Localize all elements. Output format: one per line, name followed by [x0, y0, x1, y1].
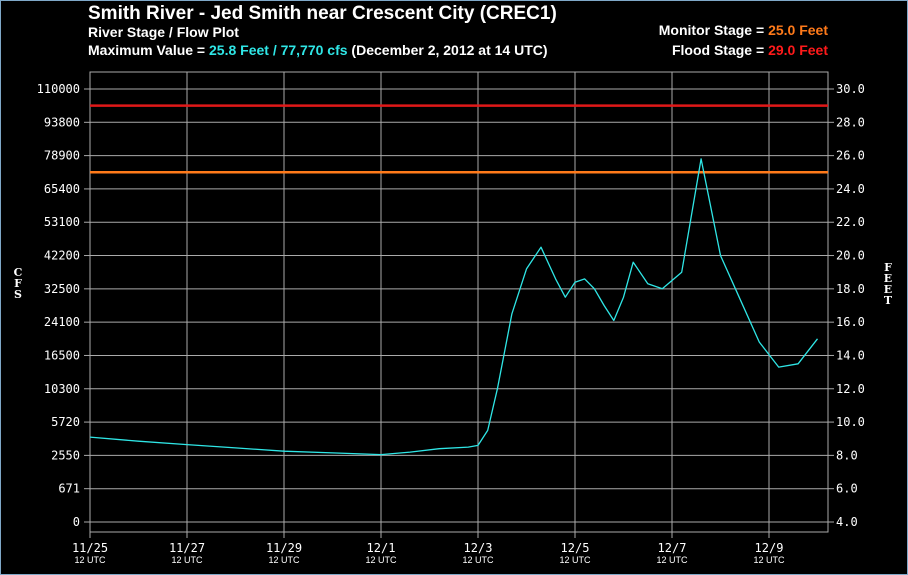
series-layer: [89, 158, 819, 456]
x-tick-label: 12/7: [658, 541, 687, 555]
axis-layer: 0 671 2550 5720 10300 16500 24100 32500 42200 531…: [14, 82, 893, 565]
x-tick-sublabel: 12 UTC: [268, 555, 300, 565]
left-tick-label: 0: [73, 515, 80, 529]
left-tick-label: 671: [58, 482, 80, 496]
left-axis-title-letter: C: [14, 266, 23, 279]
monitor-label: Monitor Stage =: [658, 22, 769, 38]
right-tick-label: 18.0: [836, 282, 865, 296]
flood-value: 29.0 Feet: [768, 42, 828, 58]
left-tick-label: 65400: [44, 182, 80, 196]
left-tick-label: 24100: [44, 315, 80, 329]
monitor-value: 25.0 Feet: [768, 22, 828, 38]
right-tick-label: 30.0: [836, 82, 865, 96]
x-tick-sublabel: 12 UTC: [462, 555, 494, 565]
max-date: (December 2, 2012 at 14 UTC): [347, 42, 548, 58]
right-tick-label: 24.0: [836, 182, 865, 196]
right-tick-label: 12.0: [836, 382, 865, 396]
right-axis-title-letter: F: [884, 261, 892, 274]
plot-subtitle: River Stage / Flow Plot: [88, 24, 239, 40]
x-tick-sublabel: 12 UTC: [171, 555, 203, 565]
left-tick-label: 10300: [44, 382, 80, 396]
left-tick-label: 32500: [44, 282, 80, 296]
plot-border: [89, 71, 829, 533]
left-tick-label: 2550: [51, 448, 80, 462]
right-tick-label: 14.0: [836, 348, 865, 362]
left-tick-label: 16500: [44, 348, 80, 362]
left-tick-label: 78900: [44, 149, 80, 163]
maximum-value-line: Maximum Value = 25.8 Feet / 77,770 cfs (…: [88, 42, 548, 58]
right-tick-label: 6.0: [836, 482, 858, 496]
grid-layer: [89, 71, 829, 533]
reference-lines-layer: [90, 104, 828, 174]
left-tick-label: 5720: [51, 415, 80, 429]
right-tick-label: 16.0: [836, 315, 865, 329]
right-tick-label: 22.0: [836, 215, 865, 229]
x-tick-sublabel: 12 UTC: [656, 555, 688, 565]
x-tick-label: 12/9: [755, 541, 784, 555]
left-tick-label: 53100: [44, 215, 80, 229]
x-tick-label: 12/1: [367, 541, 396, 555]
right-tick-label: 4.0: [836, 515, 858, 529]
page-title: Smith River - Jed Smith near Crescent Ci…: [88, 3, 557, 24]
flood-stage-line: Flood Stage = 29.0 Feet: [672, 42, 828, 58]
x-tick-sublabel: 12 UTC: [559, 555, 591, 565]
right-tick-label: 10.0: [836, 415, 865, 429]
flood-label: Flood Stage =: [671, 42, 769, 58]
left-tick-label: 110000: [37, 82, 80, 96]
left-tick-label: 42200: [44, 249, 80, 263]
x-tick-sublabel: 12 UTC: [74, 555, 106, 565]
x-tick-label: 11/25: [72, 541, 108, 555]
x-tick-label: 12/3: [464, 541, 493, 555]
left-axis-title-letter: S: [14, 288, 22, 301]
x-tick-label: 11/29: [266, 541, 302, 555]
x-tick-sublabel: 12 UTC: [753, 555, 785, 565]
left-tick-label: 93800: [44, 115, 80, 129]
right-tick-label: 8.0: [836, 448, 858, 462]
x-tick-label: 11/27: [169, 541, 205, 555]
right-axis-title-letter: T: [884, 294, 893, 307]
x-tick-sublabel: 12 UTC: [365, 555, 397, 565]
monitor-stage-line: Monitor Stage = 25.0 Feet: [659, 22, 828, 38]
x-tick-label: 12/5: [561, 541, 590, 555]
right-tick-label: 28.0: [836, 115, 865, 129]
right-tick-label: 26.0: [836, 149, 865, 163]
stage-series-line: [89, 158, 819, 456]
right-axis-title-letter: E: [884, 272, 892, 285]
left-axis-title-letter: F: [14, 277, 22, 290]
right-tick-label: 20.0: [836, 249, 865, 263]
right-axis-title-letter: E: [884, 283, 892, 296]
max-label: Maximum Value =: [88, 42, 209, 58]
max-value: 25.8 Feet / 77,770 cfs: [209, 42, 348, 58]
left-axis-title: CFS: [14, 266, 23, 301]
